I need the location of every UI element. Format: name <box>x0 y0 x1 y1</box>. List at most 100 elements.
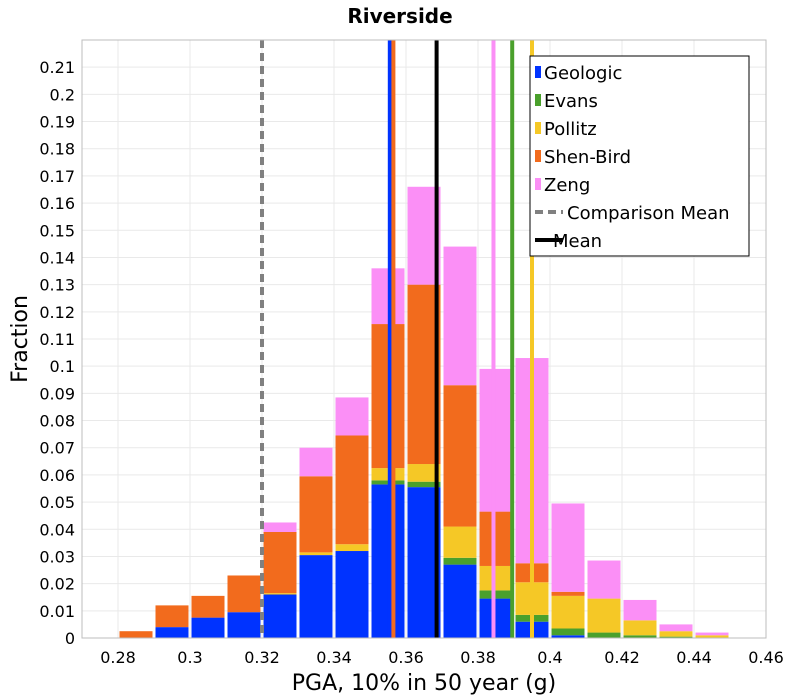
bar-evans <box>623 635 657 638</box>
legend-swatch-zeng <box>535 178 541 190</box>
x-tick-label: 0.42 <box>604 648 640 667</box>
x-axis-ticks: 0.28 0.3 0.32 0.34 0.36 0.38 0.4 0.42 0.44 0.46 <box>100 648 784 667</box>
bar-geologic <box>551 635 585 638</box>
x-tick-label: 0.28 <box>100 648 136 667</box>
x-tick-label: 0.34 <box>316 648 352 667</box>
legend-box <box>529 55 750 257</box>
y-tick-label: 0.1 <box>50 357 75 376</box>
bar-geologic <box>155 627 189 638</box>
bar-pollitz <box>407 464 441 482</box>
x-tick-label: 0.36 <box>388 648 424 667</box>
bar-shen-bird <box>299 476 333 553</box>
bar-shen-bird <box>263 531 297 594</box>
y-axis-ticks: 0 0.01 0.02 0.03 0.04 0.05 0.06 0.07 0.08 0.09 0.1… <box>39 58 75 648</box>
y-tick-label: 0.16 <box>39 194 75 213</box>
bar-zeng <box>479 368 513 512</box>
y-axis-label: Fraction <box>8 295 33 383</box>
bar-pollitz <box>551 595 585 629</box>
y-tick-label: 0.14 <box>39 248 75 267</box>
legend-label-pollitz: Pollitz <box>544 119 597 140</box>
chart-title: Riverside <box>347 4 452 28</box>
bar-geologic <box>335 551 369 638</box>
x-tick-label: 0.4 <box>537 648 562 667</box>
bar-zeng <box>335 397 369 436</box>
bar-evans <box>407 481 441 488</box>
bar-pollitz <box>335 544 369 552</box>
bar-shen-bird <box>479 511 513 566</box>
bar-zeng <box>695 632 729 636</box>
legend-label-evans: Evans <box>544 91 598 112</box>
y-tick-label: 0.15 <box>39 221 75 240</box>
bar-pollitz <box>479 565 513 591</box>
bar-geologic <box>479 598 513 638</box>
y-tick-label: 0.03 <box>39 547 75 566</box>
bar-evans <box>479 590 513 599</box>
x-tick-label: 0.32 <box>244 648 280 667</box>
y-tick-label: 0.17 <box>39 167 75 186</box>
bar-shen-bird <box>155 605 189 628</box>
y-tick-label: 0.11 <box>39 330 75 349</box>
y-tick-label: 0.19 <box>39 113 75 132</box>
bar-evans <box>587 632 621 638</box>
bar-shen-bird <box>119 631 153 638</box>
y-tick-label: 0.01 <box>39 602 75 621</box>
x-axis-label: PGA, 10% in 50 year (g) <box>292 671 556 696</box>
bar-pollitz <box>299 552 333 556</box>
bar-pollitz <box>263 593 297 595</box>
legend-label-comparison-mean: Comparison Mean <box>567 203 730 224</box>
bar-shen-bird <box>227 575 261 613</box>
bar-shen-bird <box>335 435 369 545</box>
legend-label-mean: Mean <box>553 231 602 252</box>
y-tick-label: 0.12 <box>39 303 75 322</box>
legend-swatch-shen-bird <box>535 150 541 162</box>
bar-zeng <box>551 503 585 592</box>
bar-pollitz <box>659 631 693 637</box>
y-tick-label: 0.02 <box>39 575 75 594</box>
legend-swatch-geologic <box>535 66 541 78</box>
bar-evans <box>551 628 585 636</box>
legend-swatch-pollitz <box>535 122 541 134</box>
legend-label-zeng: Zeng <box>544 175 590 196</box>
y-tick-label: 0.09 <box>39 384 75 403</box>
y-tick-label: 0.18 <box>39 140 75 159</box>
bar-shen-bird <box>551 591 585 596</box>
bar-geologic <box>227 612 261 638</box>
bar-zeng <box>299 447 333 477</box>
plot-border <box>81 39 767 639</box>
bar-zeng <box>587 560 621 599</box>
y-tick-label: 0.04 <box>39 520 75 539</box>
bar-evans <box>659 636 693 638</box>
bar-shen-bird <box>443 385 477 527</box>
bar-pollitz <box>623 620 657 636</box>
y-tick-label: 0 <box>65 629 75 648</box>
bar-zeng <box>443 246 477 386</box>
bar-pollitz <box>695 635 729 638</box>
bar-pollitz <box>587 598 621 633</box>
y-tick-label: 0.05 <box>39 493 75 512</box>
legend-label-shen-bird: Shen-Bird <box>544 147 631 168</box>
bar-shen-bird <box>191 595 225 618</box>
y-tick-label: 0.07 <box>39 439 75 458</box>
x-tick-label: 0.38 <box>460 648 496 667</box>
bar-pollitz <box>443 526 477 558</box>
x-tick-label: 0.46 <box>748 648 784 667</box>
bar-geologic <box>191 617 225 638</box>
y-tick-label: 0.06 <box>39 466 75 485</box>
bars <box>119 186 729 638</box>
bar-zeng <box>263 522 297 532</box>
bar-evans <box>443 557 477 565</box>
bar-zeng <box>659 624 693 632</box>
bar-geologic <box>299 555 333 638</box>
bar-zeng <box>623 599 657 621</box>
y-tick-label: 0.2 <box>50 85 75 104</box>
y-tick-label: 0.21 <box>39 58 75 77</box>
y-tick-label: 0.08 <box>39 412 75 431</box>
legend-label-geologic: Geologic <box>544 63 622 84</box>
bar-geologic <box>443 564 477 638</box>
legend-swatch-evans <box>535 94 541 106</box>
bar-geologic <box>263 594 297 638</box>
x-tick-label: 0.3 <box>177 648 202 667</box>
y-tick-label: 0.13 <box>39 276 75 295</box>
legend: Geologic Evans Pollitz Shen-Bird Zeng Compari… <box>529 55 750 257</box>
